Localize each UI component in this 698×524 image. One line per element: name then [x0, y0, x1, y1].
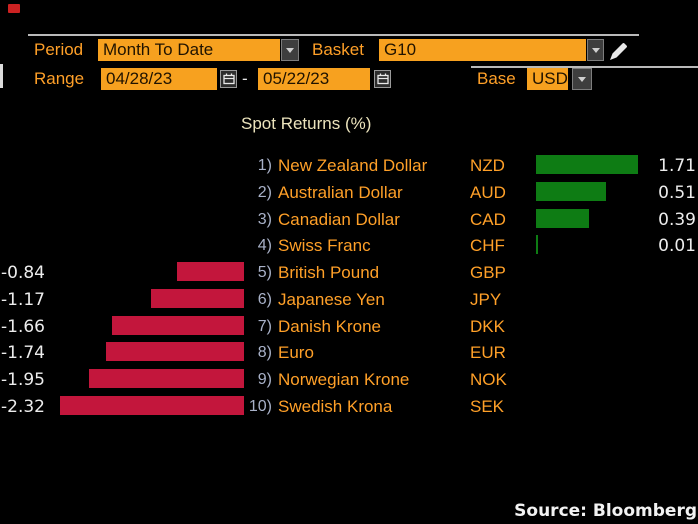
return-value: 0.51 — [658, 183, 696, 203]
source-note: Source: Bloomberg — [514, 501, 697, 521]
row-rank: 3) — [257, 211, 272, 228]
base-dropdown-button[interactable] — [572, 68, 592, 90]
range-label: Range — [34, 69, 85, 88]
return-bar-positive — [536, 182, 606, 201]
return-value: -1.95 — [1, 370, 45, 390]
basket-label: Basket — [312, 40, 364, 59]
return-value: -0.84 — [1, 263, 45, 283]
return-bar-positive — [536, 235, 538, 254]
return-bar-positive — [536, 155, 638, 174]
currency-code: CAD — [470, 210, 506, 229]
period-label: Period — [34, 40, 84, 59]
separator-line-right — [471, 66, 698, 68]
basket-edit-button[interactable] — [608, 40, 630, 62]
chevron-down-icon — [286, 47, 294, 53]
return-bar-negative — [60, 396, 244, 415]
calendar-icon — [376, 73, 389, 85]
currency-code: CHF — [470, 236, 505, 255]
range-end-calendar-button[interactable] — [374, 70, 391, 88]
return-bar-negative — [112, 316, 244, 335]
return-value: 0.01 — [658, 236, 696, 256]
return-bar-negative — [89, 369, 244, 388]
row-rank: 10) — [248, 398, 272, 415]
range-end-input[interactable]: 05/22/23 — [258, 68, 370, 90]
return-value: -1.17 — [1, 290, 45, 310]
currency-name: Euro — [278, 343, 314, 362]
base-select[interactable]: USD — [527, 68, 568, 90]
currency-code: NZD — [470, 156, 505, 175]
row-rank: 6) — [257, 291, 272, 308]
row-rank: 8) — [257, 344, 272, 361]
chart-title: Spot Returns (%) — [241, 114, 372, 133]
currency-name: Swedish Krona — [278, 397, 393, 416]
return-value: -2.32 — [1, 397, 45, 417]
currency-code: AUD — [470, 183, 506, 202]
currency-name: Swiss Franc — [278, 236, 371, 255]
row-rank: 4) — [257, 237, 272, 254]
currency-code: EUR — [470, 343, 506, 362]
currency-name: Australian Dollar — [278, 183, 403, 202]
separator-line-top — [28, 34, 639, 36]
period-dropdown-button[interactable] — [281, 39, 299, 61]
chevron-down-icon — [578, 76, 586, 82]
currency-name: Japanese Yen — [278, 290, 385, 309]
chevron-down-icon — [591, 47, 600, 53]
currency-name: British Pound — [278, 263, 380, 282]
return-bar-positive — [536, 209, 589, 228]
currency-code: GBP — [470, 263, 506, 282]
return-value: 0.39 — [658, 210, 696, 230]
return-bar-negative — [106, 342, 244, 361]
return-value: -1.66 — [1, 317, 45, 337]
basket-select[interactable]: G10 — [379, 39, 586, 61]
row-rank: 7) — [257, 318, 272, 335]
row-rank: 2) — [257, 184, 272, 201]
return-value: 1.71 — [658, 156, 696, 176]
currency-code: JPY — [470, 290, 502, 309]
return-value: -1.74 — [1, 343, 45, 363]
calendar-icon — [222, 73, 235, 85]
currency-name: Canadian Dollar — [278, 210, 400, 229]
return-bar-negative — [177, 262, 244, 281]
row-rank: 1) — [257, 157, 272, 174]
currency-name: Norwegian Krone — [278, 370, 410, 389]
currency-name: New Zealand Dollar — [278, 156, 428, 175]
alert-icon — [8, 4, 20, 13]
currency-code: DKK — [470, 317, 505, 336]
base-label: Base — [477, 69, 516, 88]
range-separator: - — [242, 69, 248, 88]
basket-dropdown-button[interactable] — [587, 39, 604, 61]
range-start-calendar-button[interactable] — [220, 70, 237, 88]
currency-code: SEK — [470, 397, 505, 416]
period-select[interactable]: Month To Date — [98, 39, 280, 61]
return-bar-negative — [151, 289, 244, 308]
currency-name: Danish Krone — [278, 317, 382, 336]
currency-code: NOK — [470, 370, 507, 389]
left-edge-marker — [0, 64, 3, 88]
row-rank: 9) — [257, 371, 272, 388]
range-start-input[interactable]: 04/28/23 — [101, 68, 217, 90]
row-rank: 5) — [257, 264, 272, 281]
pencil-icon — [610, 43, 627, 60]
